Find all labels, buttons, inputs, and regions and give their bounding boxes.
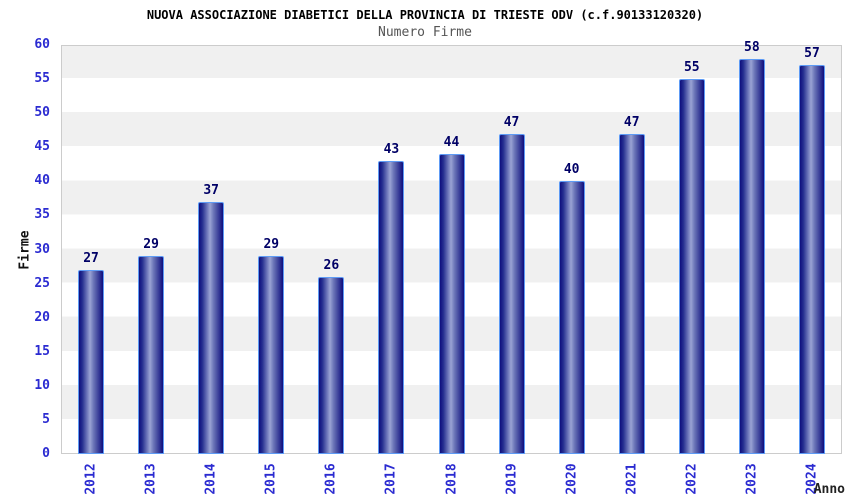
bar-2016 [318, 276, 345, 454]
x-axis-title: Anno [813, 482, 845, 497]
bar-2014 [198, 201, 225, 454]
bar-2024 [798, 65, 825, 454]
x-tick-label-2017: 2017 [383, 463, 399, 495]
bar-2012 [78, 269, 105, 454]
x-tick-label-2022: 2022 [684, 463, 700, 495]
chart-subtitle: Numero Firme [378, 25, 472, 40]
bar-2023 [738, 58, 765, 454]
x-tick-label-2021: 2021 [624, 463, 640, 495]
x-tick-label-2012: 2012 [83, 463, 99, 495]
bar-2017 [378, 160, 405, 454]
x-tick-label-2015: 2015 [263, 463, 279, 495]
y-tick-label-55: 55 [34, 71, 50, 87]
y-tick-label-30: 30 [34, 241, 50, 257]
y-tick-label-5: 5 [42, 411, 50, 427]
bar-value-2022: 55 [683, 60, 700, 76]
y-tick-label-0: 0 [42, 446, 50, 461]
x-tick-label-2013: 2013 [143, 463, 159, 495]
y-tick-label-40: 40 [34, 173, 50, 189]
bar-value-2024: 57 [804, 46, 820, 62]
bar-2022 [678, 79, 705, 454]
bar-value-2020: 40 [563, 162, 580, 178]
x-tick-label-2016: 2016 [323, 463, 339, 495]
x-tick-label-2019: 2019 [504, 463, 520, 495]
y-tick-label-45: 45 [34, 139, 50, 155]
bar-2019 [498, 133, 525, 454]
bar-2021 [618, 133, 645, 454]
y-tick-label-50: 50 [34, 105, 50, 121]
bar-value-2014: 37 [203, 182, 220, 198]
bar-value-2021: 47 [623, 114, 640, 130]
bar-2018 [438, 154, 465, 454]
x-tick-label-2014: 2014 [203, 463, 219, 495]
y-tick-label-10: 10 [34, 377, 50, 393]
bar-value-2015: 29 [263, 237, 280, 253]
bar-value-2023: 58 [744, 39, 760, 55]
bar-value-2019: 47 [503, 114, 520, 130]
bar-value-2017: 43 [383, 141, 400, 157]
y-tick-label-20: 20 [34, 309, 50, 325]
bar-value-2016: 26 [323, 257, 340, 273]
bar-value-2018: 44 [443, 135, 460, 151]
bar-2015 [258, 256, 285, 454]
y-tick-label-25: 25 [34, 275, 50, 291]
y-tick-label-15: 15 [34, 343, 50, 359]
y-tick-label-60: 60 [34, 37, 50, 52]
chart-title: NUOVA ASSOCIAZIONE DIABETICI DELLA PROVI… [146, 8, 704, 22]
bar-value-2013: 29 [143, 237, 159, 253]
bar-2013 [138, 256, 165, 454]
x-tick-label-2018: 2018 [444, 463, 459, 495]
bar-2020 [558, 181, 585, 454]
x-tick-label-2023: 2023 [744, 463, 760, 495]
x-tick-label-2020: 2020 [564, 463, 580, 495]
bar-value-2012: 27 [83, 250, 99, 266]
y-tick-label-35: 35 [34, 207, 50, 223]
